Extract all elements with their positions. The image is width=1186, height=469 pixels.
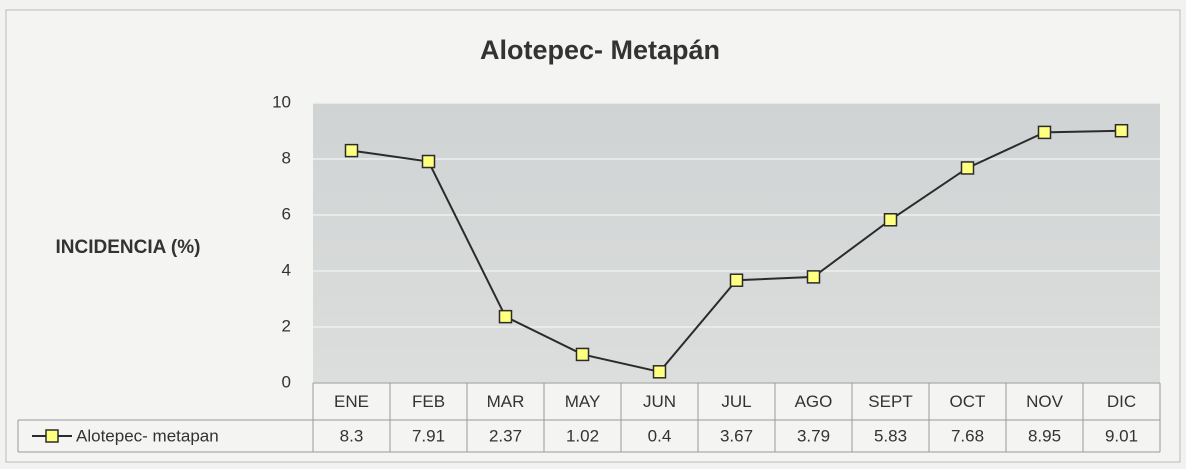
marker — [960, 161, 975, 175]
x-tick-label: AGO — [795, 392, 833, 411]
marker — [1037, 125, 1052, 140]
table-value: 0.4 — [648, 426, 672, 445]
table-value: 8.3 — [340, 426, 364, 445]
marker — [652, 365, 667, 379]
y-tick-label: 2 — [282, 316, 291, 335]
y-axis-label: INCIDENCIA (%) — [56, 237, 201, 258]
table-value: 7.91 — [412, 426, 445, 445]
table-value: 7.68 — [951, 426, 984, 445]
marker — [344, 143, 359, 158]
y-tick-label: 6 — [282, 204, 291, 223]
marker — [421, 154, 436, 169]
x-tick-label: MAY — [565, 392, 601, 411]
y-tick-label: 8 — [282, 148, 291, 167]
table-value: 3.79 — [797, 426, 830, 445]
table-value: 8.95 — [1028, 426, 1061, 445]
marker — [1114, 123, 1129, 138]
marker — [883, 213, 898, 227]
x-tick-label: SEPT — [868, 392, 912, 411]
chart-title: Alotepec- Metapán — [480, 35, 720, 65]
x-tick-label: OCT — [950, 392, 986, 411]
x-tick-label: MAR — [487, 392, 525, 411]
x-tick-label: FEB — [412, 392, 445, 411]
table-value: 5.83 — [874, 426, 907, 445]
y-tick-label: 10 — [272, 92, 291, 111]
legend-label: Alotepec- metapan — [76, 426, 219, 445]
table-value: 9.01 — [1105, 426, 1138, 445]
y-tick-label: 4 — [282, 260, 291, 279]
x-tick-label: NOV — [1026, 392, 1064, 411]
marker — [806, 270, 821, 284]
x-tick-label: ENE — [334, 392, 369, 411]
table-value: 1.02 — [566, 426, 599, 445]
legend-marker — [45, 429, 59, 443]
plot-area — [313, 103, 1160, 383]
x-tick-label: JUN — [643, 392, 676, 411]
y-tick-label: 0 — [282, 372, 291, 391]
x-tick-label: JUL — [721, 392, 751, 411]
marker — [498, 309, 513, 324]
table-value: 2.37 — [489, 426, 522, 445]
x-tick-label: DIC — [1107, 392, 1136, 411]
table-value: 3.67 — [720, 426, 753, 445]
marker — [729, 273, 744, 287]
marker — [575, 347, 590, 362]
